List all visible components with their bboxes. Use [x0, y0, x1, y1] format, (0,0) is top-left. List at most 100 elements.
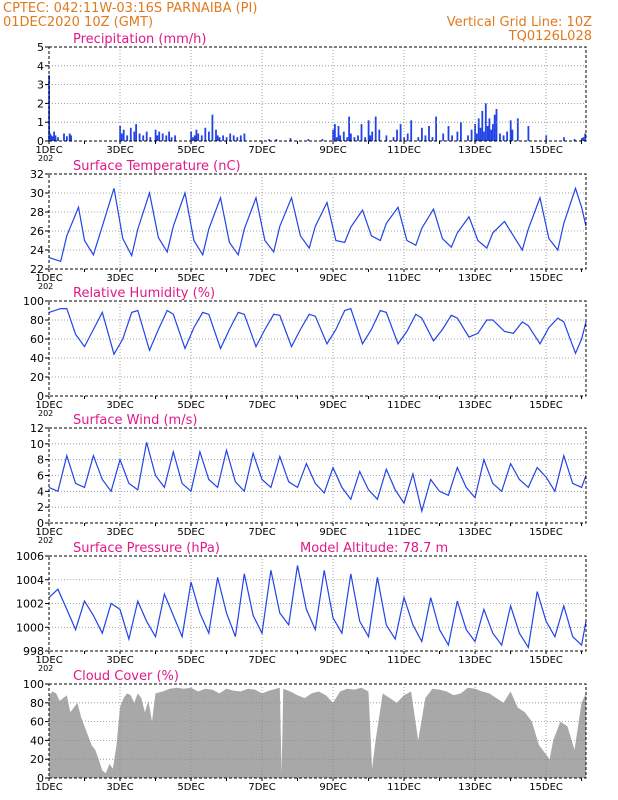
x-tick-label: 3DEC: [106, 655, 133, 666]
x-tick-label: 11DEC: [387, 145, 421, 156]
precip-bar: [212, 115, 214, 141]
x-tick-label: 5DEC: [177, 782, 204, 793]
precip-bar: [496, 109, 498, 141]
precip-bar: [476, 134, 478, 142]
precip-bar: [217, 135, 219, 141]
y-tick-label: 12: [30, 422, 44, 435]
precip-bar: [192, 137, 194, 141]
y-tick-label: 8: [37, 454, 44, 467]
precip-bar: [334, 124, 336, 141]
panel-2: 2224262830321DEC 3DEC 5DEC 7DEC 9DEC 11DEC 13D…: [30, 159, 586, 291]
x-tick-label: 7DEC: [248, 145, 275, 156]
precip-bar: [425, 135, 427, 141]
x-tick-label: 9DEC: [319, 400, 346, 411]
precip-bar: [244, 134, 246, 142]
precip-bar: [215, 130, 217, 141]
precip-bar: [233, 135, 235, 141]
precip-bar: [208, 132, 210, 141]
precip-bar: [135, 124, 137, 141]
panel-frame: [49, 301, 586, 396]
precip-bar: [503, 135, 505, 141]
precip-bar: [70, 135, 72, 141]
precip-bar: [350, 134, 352, 142]
y-tick-label: 60: [30, 716, 44, 729]
x-tick-label: 15DEC: [529, 655, 563, 666]
station-label: CPTEC: 042:11W-03:16S PARNAIBA (PI): [3, 1, 257, 16]
panel-title: Precipitation (mm/h): [73, 32, 206, 47]
x-tick-label: 13DEC: [458, 145, 492, 156]
precip-bar: [478, 118, 480, 141]
precip-bar: [357, 135, 359, 141]
precip-bar: [490, 130, 492, 141]
y-tick-label: 80: [30, 314, 44, 327]
precip-bar: [442, 134, 444, 142]
year-tick-label: 202: [38, 154, 53, 163]
y-tick-label: 2: [37, 97, 44, 110]
precip-bar: [492, 124, 494, 141]
precip-bar: [222, 135, 224, 141]
precip-bar: [219, 137, 221, 141]
y-tick-label: 20: [30, 371, 44, 384]
panel-title: Surface Pressure (hPa): [73, 541, 220, 556]
precip-bar: [142, 135, 144, 141]
x-tick-label: 13DEC: [458, 400, 492, 411]
run-date-label: 01DEC2020 10Z (GMT): [3, 15, 153, 30]
precip-bar: [375, 117, 377, 141]
panel-frame: [49, 47, 586, 141]
precip-bar: [55, 135, 57, 141]
precip-bar: [240, 135, 242, 141]
year-tick-label: 202: [38, 664, 53, 673]
precip-bar: [396, 130, 398, 141]
precip-bar: [168, 132, 170, 141]
precip-bar: [197, 134, 199, 142]
precip-bar: [171, 137, 173, 141]
precip-bar: [354, 137, 356, 141]
x-tick-label: 9DEC: [319, 273, 346, 284]
x-tick-label: 3DEC: [106, 273, 133, 284]
x-tick-label: 15DEC: [529, 400, 563, 411]
x-tick-label: 3DEC: [106, 782, 133, 793]
x-tick-label: 13DEC: [458, 527, 492, 538]
x-tick-label: 5DEC: [177, 145, 204, 156]
precip-bar: [481, 111, 483, 141]
y-tick-label: 3: [37, 79, 44, 92]
precip-bar: [343, 132, 345, 141]
vertical-grid-label: Vertical Grid Line: 10Z: [447, 15, 592, 30]
precip-bar: [474, 124, 476, 141]
precip-bar: [338, 126, 340, 141]
y-tick-label: 5: [37, 41, 44, 54]
x-tick-label: 15DEC: [529, 782, 563, 793]
y-tick-label: 32: [30, 168, 44, 181]
y-tick-label: 30: [30, 187, 44, 200]
y-tick-label: 1: [37, 116, 44, 129]
x-tick-label: 11DEC: [387, 273, 421, 284]
precip-bar: [307, 139, 309, 141]
series-line: [49, 188, 586, 261]
panel-1: 0 1 2 3 4 5 1DEC 3DEC 5DEC 7DEC 9DEC 11DEC 13DEC 15DE…: [35, 32, 586, 163]
panel-title: Cloud Cover (%): [73, 669, 179, 684]
y-tick-label: 100: [23, 295, 44, 308]
model-code-label: TQ0126L028: [508, 29, 592, 44]
x-tick-label: 11DEC: [387, 527, 421, 538]
precip-bar: [57, 137, 59, 141]
precip-bar: [149, 137, 151, 141]
precip-bar: [417, 137, 419, 141]
panel-title: Surface Wind (m/s): [73, 413, 197, 428]
precip-bar: [162, 134, 164, 142]
x-tick-label: 13DEC: [458, 782, 492, 793]
x-tick-label: 7DEC: [248, 527, 275, 538]
x-tick-label: 7DEC: [248, 400, 275, 411]
panel-title: Surface Temperature (nC): [73, 159, 241, 174]
y-tick-label: 20: [30, 753, 44, 766]
x-tick-label: 5DEC: [177, 655, 204, 666]
x-tick-label: 9DEC: [319, 655, 346, 666]
precip-bar: [460, 122, 462, 141]
precip-bar: [485, 103, 487, 141]
y-tick-label: 28: [30, 206, 44, 219]
precip-bar: [336, 137, 338, 141]
panel-title: Relative Humidity (%): [73, 286, 215, 301]
x-tick-label: 7DEC: [248, 273, 275, 284]
x-tick-label: 3DEC: [106, 145, 133, 156]
precip-bar: [494, 115, 496, 141]
